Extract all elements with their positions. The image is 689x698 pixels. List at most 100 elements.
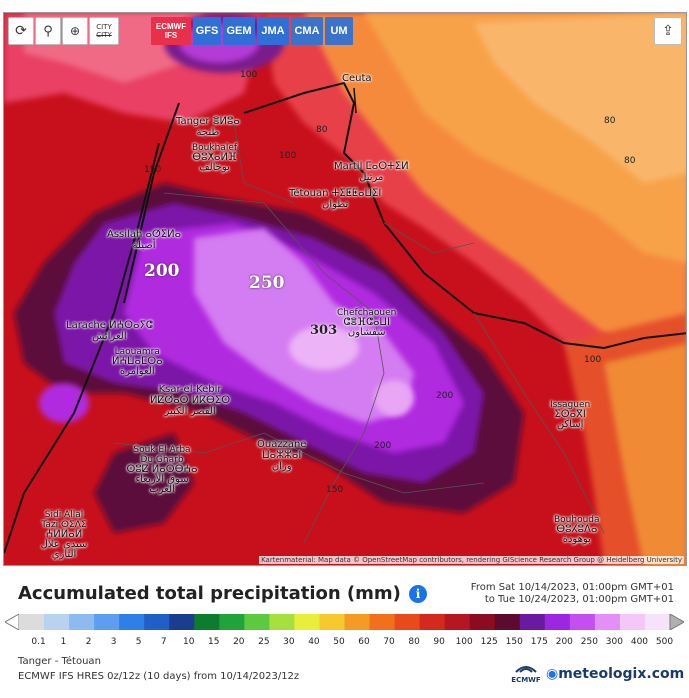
period-to: to Tue 10/24/2023, 01:00pm GMT+01 [484, 594, 674, 605]
contour-label: 100 [279, 151, 297, 161]
share-icon: ⇪ [662, 23, 674, 39]
city-issaguen[interactable]: Issaguen ⵉⵙⴰⴳⵏ إساكن [550, 400, 591, 430]
scale-swatch [69, 614, 95, 630]
city-ceuta[interactable]: Ceuta [342, 73, 372, 84]
scale-swatch [544, 614, 571, 630]
city-ksar-el-kebir[interactable]: Ksar-el-Kebir ⵍⵇⵚⴰⵔ ⵍⴽⴱⵉⵔ القصر الكبير [150, 384, 231, 417]
model-button-um[interactable]: UM [325, 17, 353, 45]
scale-swatch [19, 614, 45, 630]
city-chefchaouen[interactable]: Chefchaouen ⵛⴻⴼⵛⴰⵡⵏ شفشاون [337, 308, 397, 338]
scale-swatch [319, 614, 345, 630]
scale-swatch [219, 614, 245, 630]
precipitation-field [4, 13, 686, 565]
city-ouazzane[interactable]: Ouazzane ⵡⴰⵣⵣⴰⵏ وزان [257, 439, 307, 472]
meteologix-brand[interactable]: ◉meteologix.com [546, 666, 685, 682]
scale-label: 70 [383, 637, 395, 647]
city-assilah[interactable]: Assilah ⴰⵚⵉⵍⴰ أصيلة [107, 229, 182, 251]
scale-swatch [494, 614, 521, 630]
scale-label: 25 [258, 637, 270, 647]
scale-label: 30 [283, 637, 295, 647]
scale-swatch [644, 614, 671, 630]
contour-label: 100 [240, 70, 258, 80]
model-label-line2: IFS [164, 31, 178, 40]
scale-swatch [444, 614, 471, 630]
city-martil[interactable]: Martil ⵎⴰⵔⵜⵉⵍ مرتيل [334, 161, 409, 183]
forecast-period: From Sat 10/14/2023, 01:00pm GMT+01 to T… [471, 582, 674, 606]
scale-swatch [569, 614, 596, 630]
model-button-jma[interactable]: JMA [257, 17, 289, 45]
contour-label: 80 [624, 156, 636, 166]
city-label-top: CITY [96, 23, 112, 31]
city-souk-el-arba[interactable]: Souk El Arba Du Gharb ⵙⵓⵇ ⵍⴰⵔⴱⵄⴰ سوق الأرب… [126, 445, 198, 495]
scale-label: 5 [135, 637, 142, 647]
scale-swatch [244, 614, 270, 630]
city-boukhalef[interactable]: Boukhalef ⴱⵓⵅⴰⵍⴼ بوخالف [192, 143, 238, 173]
scale-label: 40 [308, 637, 320, 647]
scale-label: 80 [408, 637, 420, 647]
scale-swatch [144, 614, 170, 630]
scale-arrow-left [5, 614, 20, 630]
scale-label: 175 [530, 637, 548, 647]
location-button[interactable]: ⚲ [35, 17, 61, 45]
scale-label: 10 [183, 637, 195, 647]
info-icon[interactable]: i [409, 585, 427, 603]
contour-label: 80 [604, 116, 616, 126]
max-value-label: 303 [310, 323, 338, 338]
scale-label: 50 [333, 637, 345, 647]
scale-label: 1 [60, 637, 67, 647]
map-attribution: Kartenmaterial: Map data © OpenStreetMap… [259, 556, 684, 564]
precipitation-map[interactable]: ⟳ ⚲ ⊕ CITY CITY ECMWF IFS GFS GEM JMA CMA UM ⇪… [3, 12, 687, 566]
city-larache[interactable]: Larache ⵍⵄⵔⴰⵢⵛ العرائش [66, 320, 153, 342]
scale-swatch [194, 614, 220, 630]
contour-label: 100 [584, 355, 602, 365]
scale-label: 400 [630, 637, 649, 647]
scale-label: 15 [208, 637, 220, 647]
zoom-button[interactable]: ⊕ [62, 17, 88, 45]
refresh-button[interactable]: ⟳ [8, 17, 34, 45]
scale-label: 200 [555, 637, 573, 647]
model-label-line1: ECMWF [155, 22, 187, 31]
contour-label-200: 200 [144, 261, 180, 281]
contour-label-250: 250 [249, 273, 285, 293]
scale-swatch [394, 614, 421, 630]
model-button-ecmwf-ifs[interactable]: ECMWF IFS [151, 17, 191, 45]
scale-label: 3 [110, 637, 117, 647]
model-button-gfs[interactable]: GFS [193, 17, 221, 45]
scale-label: 300 [605, 637, 623, 647]
city-bouhouda[interactable]: Bouhouda ⴱⵓⵃⵓⴷⴰ بوهودة [554, 515, 600, 545]
city-toggle-button[interactable]: CITY CITY [89, 17, 119, 45]
model-button-cma[interactable]: CMA [291, 17, 323, 45]
ecmwf-logo: ECMWF [510, 662, 542, 684]
scale-label: 125 [480, 637, 498, 647]
contour-label: 200 [436, 391, 454, 401]
location-pin-icon: ⚲ [43, 23, 53, 39]
scale-label: 60 [358, 637, 370, 647]
scale-label: 2 [85, 637, 92, 647]
contour-label: 200 [374, 441, 392, 451]
scale-swatch [619, 614, 646, 630]
share-button[interactable]: ⇪ [654, 17, 682, 45]
scale-swatch [94, 614, 120, 630]
scale-label: 0.1 [31, 637, 46, 647]
scale-swatch [269, 614, 295, 630]
contour-label: 150 [144, 165, 162, 175]
location-text: Tanger - Tétouan [18, 656, 101, 667]
scale-swatch [594, 614, 621, 630]
scale-swatch [119, 614, 145, 630]
model-button-gem[interactable]: GEM [223, 17, 255, 45]
scale-swatch [344, 614, 371, 630]
city-tanger[interactable]: Tanger ⴻⵍⵓⴰ طنجة [176, 116, 240, 138]
scale-arrow-right [669, 614, 684, 630]
city-label-bottom: CITY [96, 31, 112, 39]
legend-title: Accumulated total precipitation (mm) [18, 583, 401, 604]
color-scale-labels: 0.1 1 2 3 5 7 10 15 20 25 30 40 50 60 70 80 90 100 125 150 1… [0, 637, 689, 649]
contour-label: 150 [326, 485, 344, 495]
city-tetouan[interactable]: Tétouan ⵜⵉⵟⵟⴰⵡⵉⵏ تطوان [289, 188, 382, 210]
contour-label: 80 [316, 125, 328, 135]
period-from: From Sat 10/14/2023, 01:00pm GMT+01 [470, 582, 674, 593]
scale-label: 250 [580, 637, 598, 647]
city-laouamra[interactable]: Laouamra ⵍⵄⵡⴰⵎⵔⴰ العوامرة [112, 347, 163, 377]
scale-label: 7 [160, 637, 167, 647]
brand-icon: ◉ [546, 666, 559, 682]
city-sidi-allal-tazi[interactable]: Sidi Allal Tazi ⵙⵉⴷⵉ ⵄⵍⵍⴰⵍ سيدي علال التاز… [40, 510, 88, 560]
